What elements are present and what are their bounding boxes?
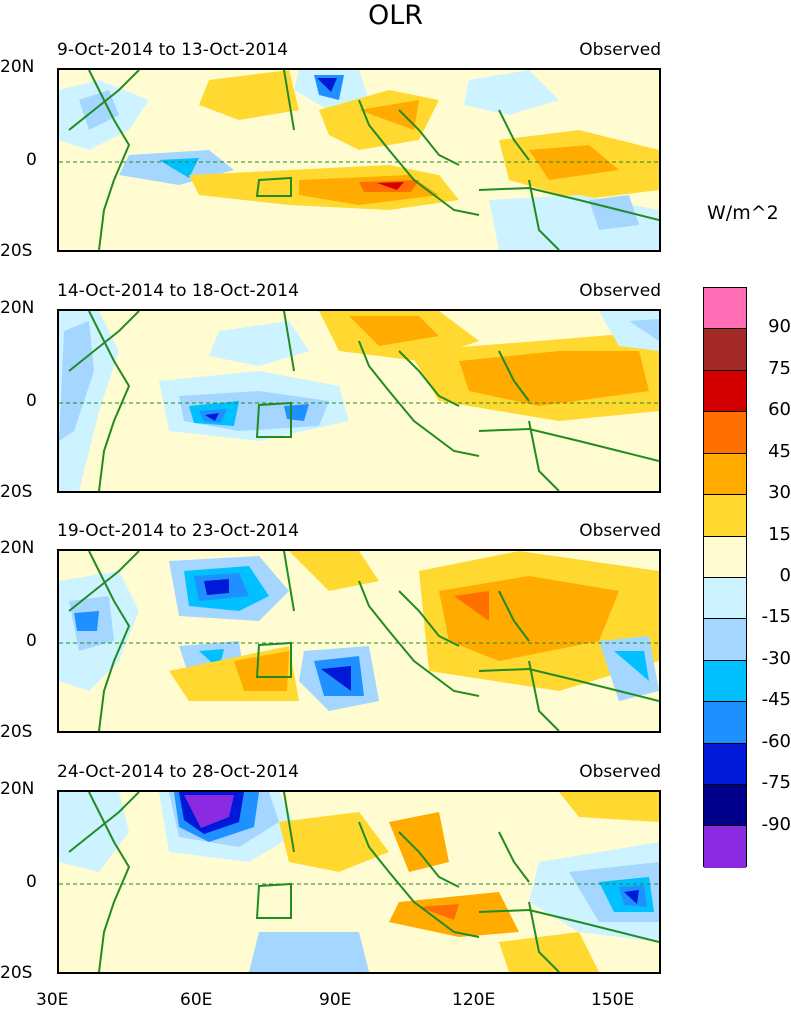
colorbar-swatch: [704, 412, 746, 454]
colorbar-level-label: 60: [768, 399, 791, 421]
colorbar-level-label: 15: [768, 523, 791, 545]
panel-2-lat-0: 0: [26, 391, 37, 411]
panel-2-lat-20s: 20S: [0, 482, 33, 502]
panel-2-date-range: 14-Oct-2014 to 18-Oct-2014: [57, 281, 299, 301]
colorbar-level-label: 90: [768, 316, 791, 338]
panel-1-lat-20s: 20S: [0, 241, 33, 261]
colorbar-swatch: [704, 288, 746, 330]
colorbar-swatch: [704, 577, 746, 620]
panel-3-lat-20s: 20S: [0, 722, 33, 742]
panel-4-lat-0: 0: [26, 872, 37, 892]
coastlines: [68, 792, 659, 972]
olr-anomaly-contours: [59, 792, 659, 972]
panel-3-date-range: 19-Oct-2014 to 23-Oct-2014: [57, 521, 299, 541]
colorbar-level-label: -75: [761, 772, 791, 794]
colorbar-swatch: [704, 826, 746, 868]
lon-label-150e: 150E: [591, 990, 635, 1010]
colorbar-swatch: [704, 619, 746, 661]
olr-anomaly-contours: [59, 551, 659, 711]
colorbar-level-label: -90: [761, 813, 791, 835]
olr-anomaly-contours: [59, 70, 659, 250]
lon-label-90e: 90E: [319, 990, 352, 1010]
panel-4-map: [57, 790, 661, 974]
colorbar-swatch: [704, 743, 746, 786]
coastlines: [68, 70, 659, 250]
panel-3-map: [57, 549, 661, 733]
lon-label-60e: 60E: [180, 990, 213, 1010]
panel-3-lat-0: 0: [26, 631, 37, 651]
panel-2-lat-20n: 20N: [0, 298, 35, 318]
panel-4-date-range: 24-Oct-2014 to 28-Oct-2014: [57, 762, 299, 782]
colorbar-level-label: 75: [768, 357, 791, 379]
panel-3-observed-label: Observed: [579, 521, 661, 541]
lon-label-30e: 30E: [36, 990, 69, 1010]
colorbar-swatch: [704, 370, 746, 413]
colorbar-swatch: [704, 329, 746, 371]
figure-title: OLR: [367, 0, 424, 31]
colorbar-level-label: -60: [761, 730, 791, 752]
panel-2-map: [57, 309, 661, 493]
colorbar-level-label: -30: [761, 647, 791, 669]
panel-4-observed-label: Observed: [579, 762, 661, 782]
lon-label-120e: 120E: [452, 990, 496, 1010]
panel-1-lat-20n: 20N: [0, 57, 35, 77]
panel-1-date-range: 9-Oct-2014 to 13-Oct-2014: [57, 40, 289, 60]
panel-3-lat-20n: 20N: [0, 538, 35, 558]
colorbar-level-label: 0: [779, 565, 791, 586]
panel-4-lat-20n: 20N: [0, 779, 35, 799]
colorbar-level-label: 45: [768, 440, 791, 462]
olr-anomaly-contours: [59, 311, 659, 491]
colorbar-swatch: [704, 702, 746, 744]
colorbar-swatch: [704, 785, 746, 827]
panel-1-observed-label: Observed: [579, 40, 661, 60]
colorbar-swatch: [704, 660, 746, 703]
colorbar-level-label: -45: [761, 689, 791, 711]
panel-1-lat-0: 0: [26, 150, 37, 170]
panel-2-observed-label: Observed: [579, 281, 661, 301]
panel-4-lat-20s: 20S: [0, 963, 33, 983]
colorbar-level-label: 30: [768, 482, 791, 504]
colorbar-swatch: [704, 536, 746, 578]
coastlines: [68, 311, 659, 491]
units-label: W/m^2: [707, 202, 779, 224]
colorbar: [703, 287, 747, 868]
colorbar-swatch: [704, 453, 746, 496]
colorbar-level-label: -15: [761, 606, 791, 628]
panel-1-map: [57, 68, 661, 252]
coastlines: [68, 551, 659, 731]
colorbar-swatch: [704, 495, 746, 537]
